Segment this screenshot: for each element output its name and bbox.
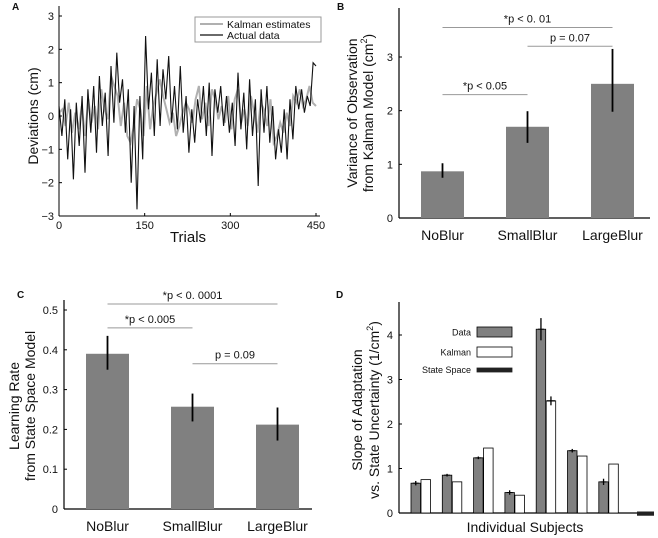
- bar-kalman-subject-6: [577, 455, 588, 514]
- y-tick-label: 1: [387, 464, 393, 476]
- y-tick-label: 0.3: [43, 385, 58, 397]
- bar-kalman-subject-3: [483, 447, 494, 514]
- legend-label-state-space: State Space: [422, 365, 471, 375]
- y-tick-label: 3: [387, 52, 393, 64]
- y-tick-label: −1: [41, 144, 54, 156]
- bar-smallblur: [171, 406, 214, 509]
- y-tick-label: 0: [52, 504, 58, 516]
- bar-data-subject-4: [504, 492, 515, 514]
- legend-swatch-state-space: [476, 367, 513, 373]
- panel-label-c: C: [17, 290, 24, 301]
- category-label-smallblur: SmallBlur: [163, 518, 223, 534]
- bar-data-subject-1: [410, 482, 421, 514]
- y-tick-label: 0: [387, 508, 393, 520]
- legend-label-kalman: Kalman estimates: [227, 19, 310, 31]
- panel-label-b: B: [337, 2, 344, 13]
- x-axis-label: Individual Subjects: [467, 519, 584, 535]
- category-label-smallblur: SmallBlur: [498, 227, 558, 243]
- y-tick-label: −3: [41, 211, 54, 223]
- y-axis-label-line-2: from Kalman Model (cm2): [359, 34, 376, 192]
- panel-label-d: D: [336, 290, 343, 301]
- series-line-actual: [58, 35, 317, 210]
- legend-label-actual: Actual data: [227, 30, 280, 42]
- y-tick-label: −2: [41, 178, 54, 190]
- bar-data-subject-7: [598, 481, 609, 514]
- y-axis-label-line-2: vs. State Uncertainty (1/cm2): [365, 321, 382, 499]
- significance-label: *p < 0. 0001: [163, 290, 223, 302]
- y-tick-label: 0: [387, 213, 393, 225]
- y-tick-label: 0.1: [43, 464, 58, 476]
- y-axis-label-line-2: from State Space Model: [22, 331, 38, 481]
- bar-kalman-subject-7: [608, 463, 619, 514]
- x-tick-label: 450: [307, 220, 325, 232]
- x-tick-label: 150: [135, 220, 153, 232]
- legend-swatch-kalman: [476, 346, 513, 358]
- panel-label-a: A: [12, 2, 19, 13]
- bar-kalman-subject-5: [545, 400, 557, 514]
- y-tick-label: 0.5: [43, 305, 58, 317]
- bar-data-subject-2: [441, 474, 453, 514]
- x-tick-label: 0: [56, 220, 62, 232]
- legend-label-kalman: Kalman: [440, 348, 471, 358]
- y-tick-label: 0.2: [43, 424, 58, 436]
- bar-data-subject-3: [473, 457, 484, 514]
- y-tick-label: 1: [387, 159, 393, 171]
- category-label-noblur: NoBlur: [421, 227, 464, 243]
- legend-swatch-data: [476, 326, 513, 338]
- y-tick-label: 4: [387, 330, 393, 342]
- y-tick-label: 3: [387, 375, 393, 387]
- legend-box: [194, 16, 322, 43]
- y-tick-label: 2: [48, 44, 54, 56]
- bar-data-subject-5: [535, 328, 547, 514]
- x-axis-label: Trials: [170, 229, 206, 246]
- category-label-largeblur: LargeBlur: [582, 227, 643, 243]
- y-axis-label-line-1: Slope of Adaptation: [349, 349, 365, 470]
- bar-kalman-subject-1: [420, 479, 431, 514]
- bar-data-subject-6: [567, 450, 578, 514]
- significance-label: *p < 0.005: [125, 314, 175, 326]
- series-line-kalman: [58, 75, 317, 147]
- y-axis-label: Deviations (cm): [25, 67, 41, 164]
- y-tick-label: 0: [48, 111, 54, 123]
- y-tick-label: 2: [387, 419, 393, 431]
- y-tick-label: 3: [48, 11, 54, 23]
- significance-label: p = 0.07: [550, 32, 590, 44]
- bar-noblur: [421, 171, 464, 218]
- significance-label: *p < 0. 01: [504, 13, 551, 25]
- significance-label: *p < 0.05: [463, 81, 507, 93]
- bar-state-space: [637, 511, 654, 516]
- bar-kalman-subject-4: [514, 494, 525, 514]
- bar-kalman-subject-2: [451, 481, 463, 514]
- y-tick-label: 1: [48, 78, 54, 90]
- x-tick-label: 300: [221, 220, 239, 232]
- category-label-noblur: NoBlur: [86, 518, 129, 534]
- y-tick-label: 0.4: [43, 345, 58, 357]
- significance-label: p = 0.09: [215, 350, 255, 362]
- y-axis-label-line-1: Variance of Observation: [344, 38, 360, 187]
- y-axis-label-line-1: Learning Rate: [6, 362, 22, 450]
- y-tick-label: 2: [387, 106, 393, 118]
- category-label-largeblur: LargeBlur: [247, 518, 308, 534]
- legend-label-data: Data: [452, 328, 471, 338]
- bar-noblur: [86, 353, 129, 509]
